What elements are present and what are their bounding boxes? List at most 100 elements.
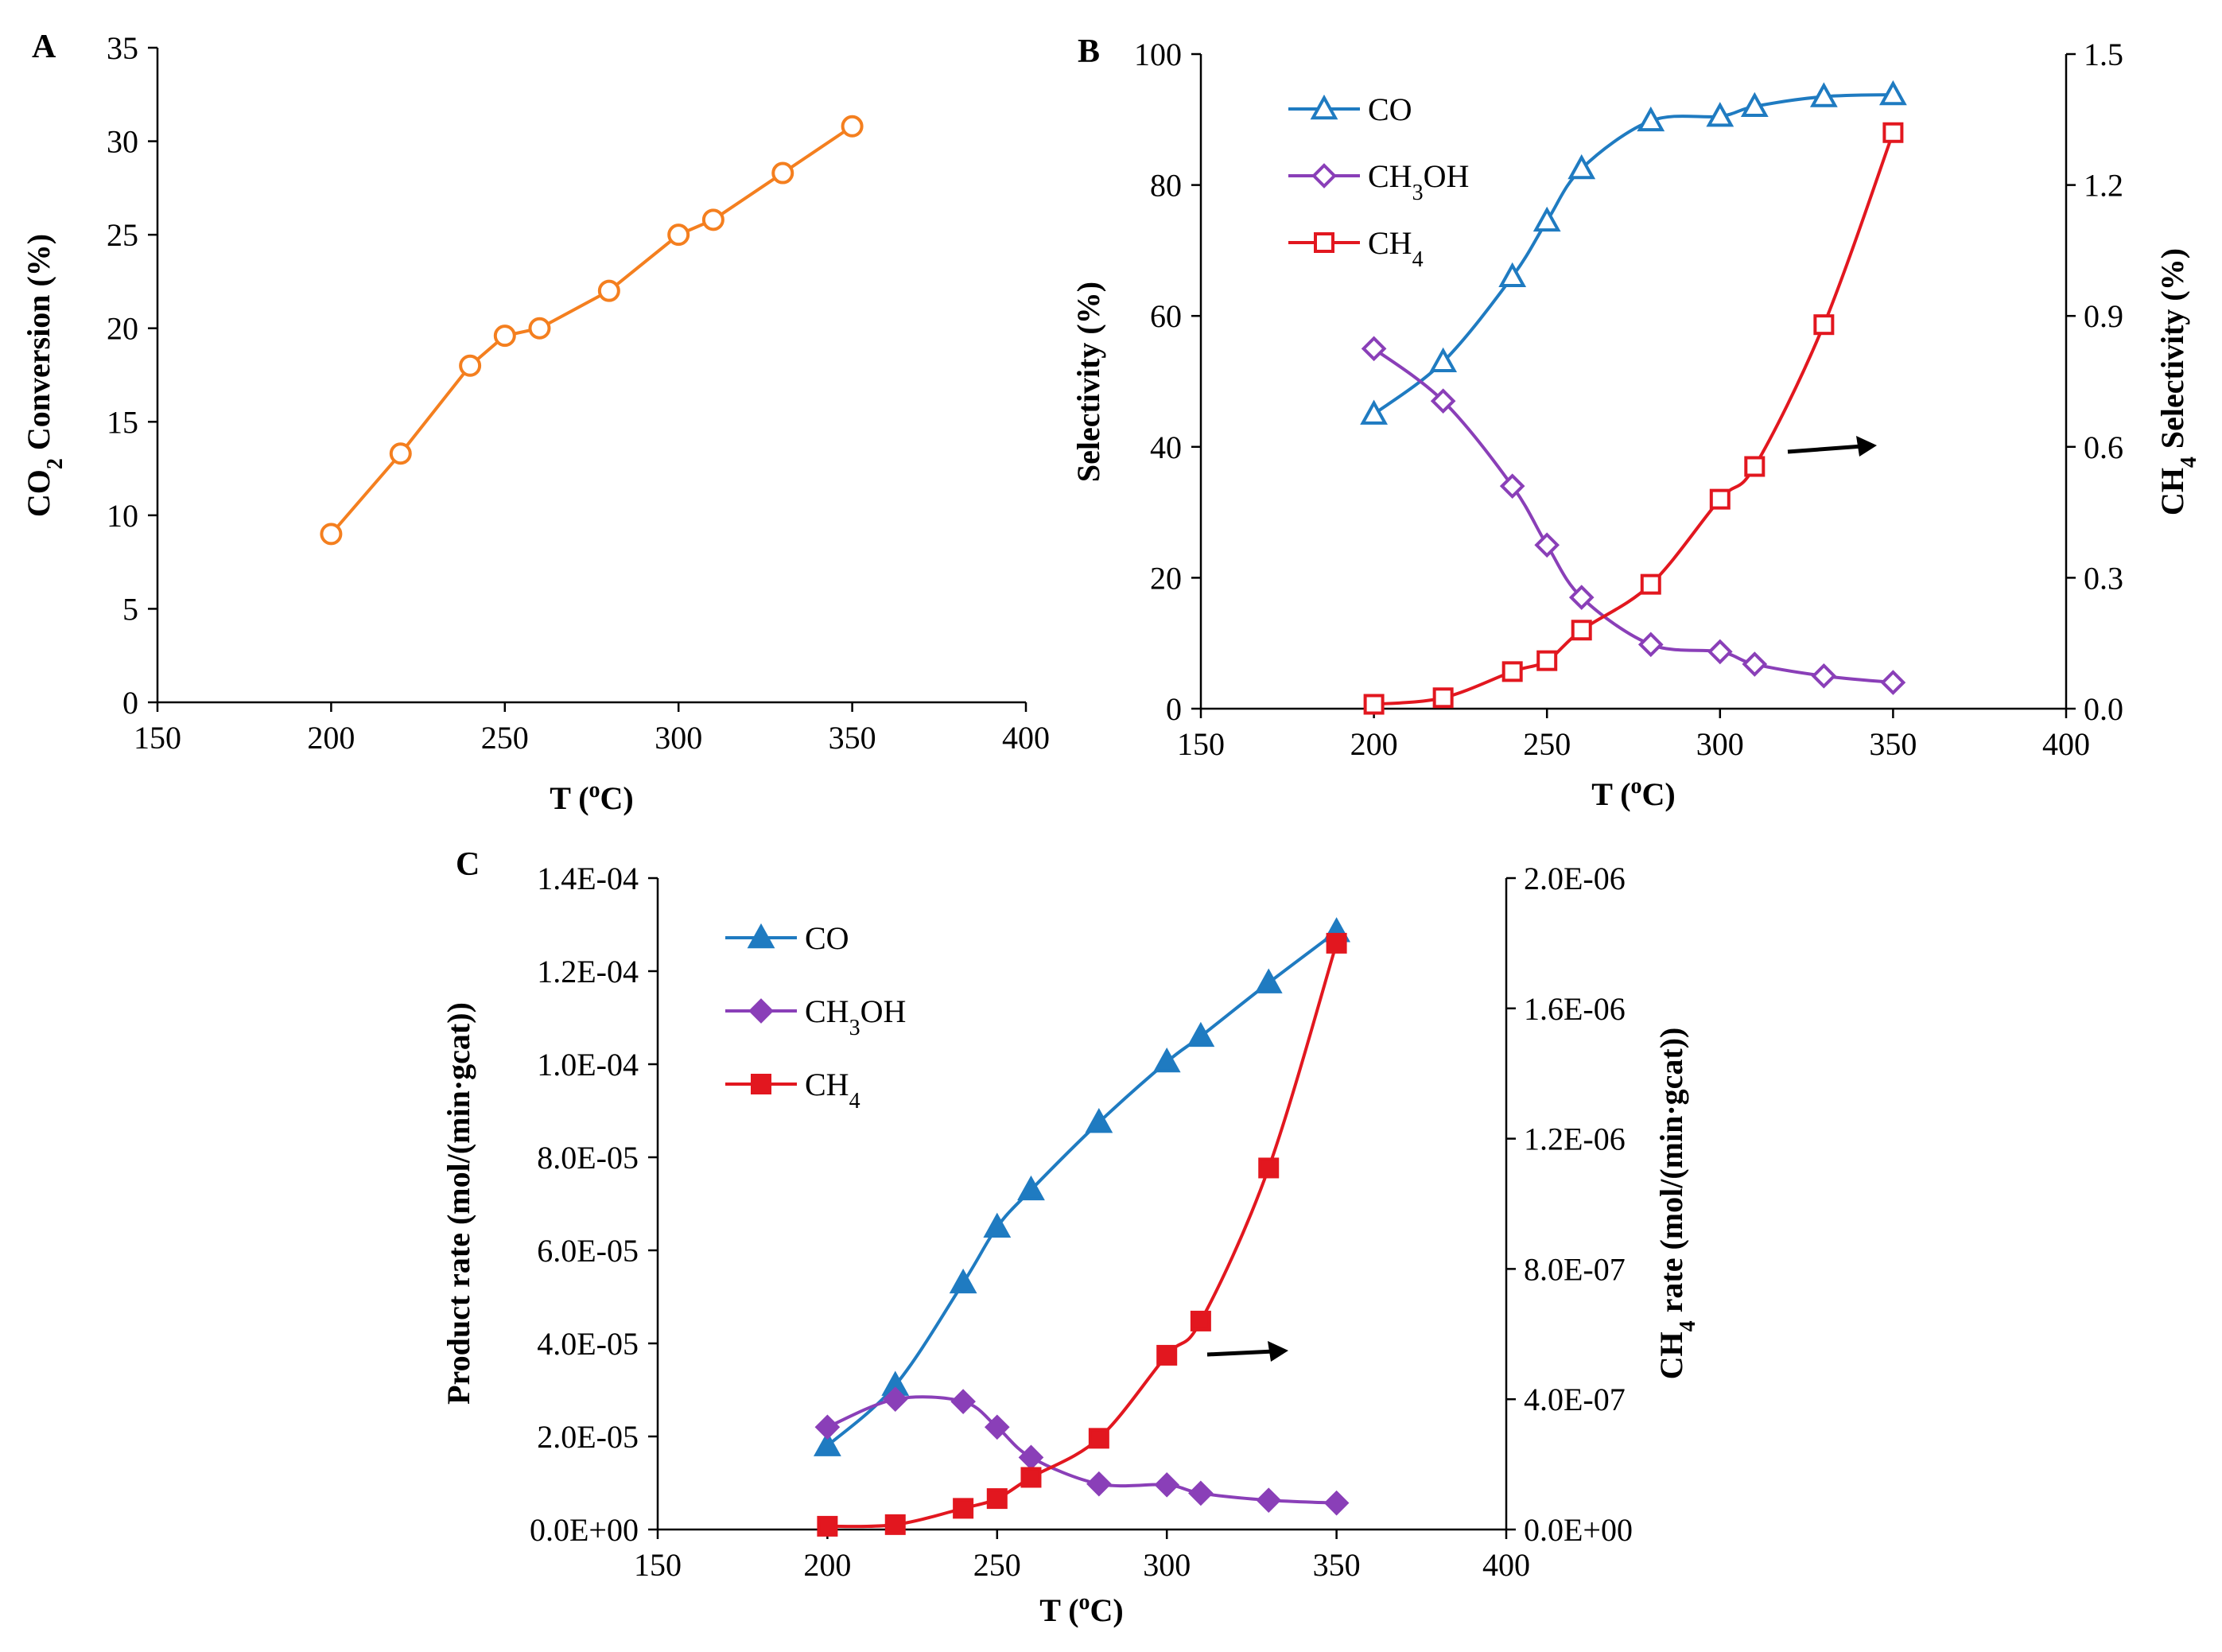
- x-tick-label: 200: [307, 720, 355, 756]
- y-tick-label: 80: [1150, 168, 1182, 204]
- x-tick-label: 300: [655, 720, 702, 756]
- x-axis-title: T (oC): [1591, 774, 1676, 813]
- y-axis-right-title: CH4 rate (mol/(min·gcat)): [1653, 1028, 1700, 1380]
- panel-b: B 150 200 250 300 350 400 0 20 40 60 80 100 0.0 0.3 0.6…: [1070, 33, 2201, 812]
- y-tick-label: 100: [1134, 37, 1182, 72]
- y-tick-label: 20: [107, 311, 138, 347]
- data-point: [1326, 932, 1347, 954]
- data-point: [1568, 585, 1595, 610]
- y-right-tick-label: 0.3: [2084, 560, 2123, 596]
- y-tick-label: 35: [107, 30, 138, 66]
- arrow-shaft: [1787, 444, 1863, 454]
- data-point: [1709, 488, 1731, 510]
- data-point: [1880, 670, 1906, 695]
- data-point: [1809, 82, 1838, 107]
- y-axis-title: Product rate (mol/(min·gcat)): [441, 1002, 476, 1405]
- data-point: [814, 1414, 841, 1440]
- y-right-tick-label: 1.2: [2084, 168, 2123, 204]
- data-point: [1156, 1344, 1178, 1366]
- legend-marker: [748, 998, 774, 1024]
- x-tick-label: 400: [2042, 726, 2090, 762]
- y-right-tick-label: 2.0E-06: [1524, 861, 1626, 896]
- data-point: [1152, 1047, 1181, 1073]
- series-ch-oh: [814, 1386, 1350, 1516]
- data-point: [841, 115, 864, 138]
- y-right-tick-label: 1.5: [2084, 37, 2123, 72]
- x-tick-label: 150: [634, 1547, 682, 1583]
- y-right-tick-label: 4.0E-07: [1524, 1382, 1626, 1417]
- arrow-head: [1268, 1341, 1288, 1362]
- legend: CO CH3OH CH4: [725, 920, 906, 1114]
- series-line: [329, 125, 853, 535]
- y-tick-label: 1.2E-04: [537, 954, 639, 989]
- y-tick-label: 30: [107, 124, 138, 160]
- x-tick-label: 400: [1002, 720, 1050, 756]
- data-point: [1532, 206, 1561, 232]
- y-tick-label: 20: [1150, 560, 1182, 596]
- y-tick-label: 0: [122, 685, 138, 721]
- y-tick-label: 25: [107, 217, 138, 253]
- y-right-tick-label: 1.2E-06: [1524, 1121, 1626, 1157]
- x-tick-label: 350: [829, 720, 876, 756]
- data-point: [1361, 336, 1387, 362]
- data-point: [1740, 91, 1769, 118]
- legend-marker: [1311, 163, 1337, 189]
- data-point: [817, 1515, 838, 1537]
- y-axis-title: CO2 Conversion (%): [21, 234, 68, 517]
- data-point: [701, 208, 724, 231]
- x-axis-title: T (oC): [550, 778, 634, 817]
- data-point: [1258, 1157, 1280, 1179]
- x-tick-label: 150: [1177, 726, 1225, 762]
- panel-letter: B: [1078, 33, 1100, 70]
- data-point: [1811, 663, 1837, 689]
- data-point: [1882, 122, 1904, 143]
- x-tick-label: 400: [1482, 1547, 1530, 1583]
- legend-label: CO: [805, 920, 849, 956]
- data-point: [950, 1389, 976, 1414]
- data-point: [1567, 154, 1596, 180]
- data-point: [1707, 639, 1733, 665]
- y-right-tick-label: 0.0: [2084, 691, 2123, 727]
- x-tick-label: 200: [803, 1547, 851, 1583]
- series-line: [1373, 347, 1894, 685]
- data-point: [1706, 102, 1734, 127]
- data-point: [1254, 968, 1283, 993]
- data-point: [949, 1268, 977, 1294]
- data-point: [667, 224, 690, 247]
- data-point: [1813, 314, 1835, 336]
- arrow-shaft: [1206, 1349, 1275, 1357]
- data-point: [459, 354, 482, 377]
- data-point: [1744, 456, 1766, 477]
- legend-label: CH4: [805, 1067, 860, 1114]
- legend: CO CH3OH CH4: [1288, 91, 1469, 272]
- y-tick-label: 0: [1166, 691, 1182, 727]
- y-tick-label: 40: [1150, 430, 1182, 465]
- y-tick-label: 8.0E-05: [537, 1140, 639, 1176]
- data-point: [1085, 1108, 1113, 1133]
- y-axis-right-title: CH4 Selectivity (%): [2154, 248, 2201, 515]
- y-tick-label: 6.0E-05: [537, 1233, 639, 1269]
- data-point: [986, 1488, 1008, 1510]
- data-point: [1188, 1480, 1214, 1506]
- legend-marker: [1314, 232, 1334, 253]
- legend-marker: [747, 923, 775, 949]
- data-point: [1190, 1310, 1211, 1331]
- data-point: [1088, 1428, 1109, 1449]
- y-right-tick-label: 0.6: [2084, 430, 2123, 465]
- data-point: [884, 1514, 906, 1535]
- legend-label: CH4: [1368, 225, 1424, 272]
- y-tick-label: 15: [107, 404, 138, 440]
- y-right-tick-label: 8.0E-07: [1524, 1251, 1626, 1287]
- panel-a: A 150 200 250 300 350 400 0 5 10 15 20 25 30 35 T (oC) C…: [21, 29, 1050, 816]
- data-point: [983, 1212, 1012, 1238]
- data-point: [814, 1431, 841, 1456]
- data-point: [597, 279, 620, 302]
- data-point: [1323, 1490, 1350, 1516]
- series-line: [826, 930, 1338, 1448]
- data-point: [320, 523, 343, 546]
- x-axis-title: T (oC): [1039, 1590, 1124, 1629]
- data-point: [1363, 694, 1385, 715]
- data-point: [953, 1498, 974, 1519]
- arrow-head: [1856, 436, 1877, 457]
